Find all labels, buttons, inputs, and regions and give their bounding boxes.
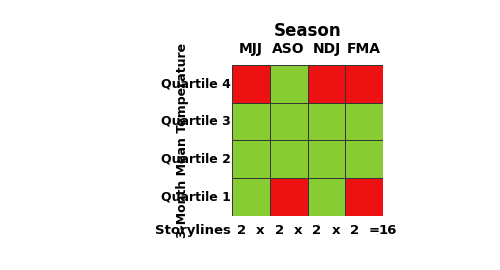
Text: ASO: ASO: [272, 42, 305, 56]
Bar: [232, 140, 270, 178]
Text: 2: 2: [274, 224, 283, 237]
Bar: [346, 103, 383, 140]
Text: Quartile 3: Quartile 3: [160, 115, 230, 128]
Bar: [270, 178, 308, 216]
Text: Quartile 4: Quartile 4: [160, 77, 230, 90]
Bar: [270, 103, 308, 140]
Bar: [308, 103, 346, 140]
Bar: [346, 140, 383, 178]
Text: 2: 2: [350, 224, 360, 237]
Text: =: =: [368, 224, 379, 237]
Bar: [270, 140, 308, 178]
Text: 16: 16: [378, 224, 397, 237]
Text: 2: 2: [312, 224, 322, 237]
Text: 3-Month Mean Temperature: 3-Month Mean Temperature: [176, 43, 190, 238]
Text: Quartile 2: Quartile 2: [160, 153, 230, 166]
Text: x: x: [256, 224, 264, 237]
Bar: [232, 103, 270, 140]
Text: MJJ: MJJ: [239, 42, 263, 56]
Text: Quartile 1: Quartile 1: [160, 191, 230, 204]
Bar: [346, 178, 383, 216]
Bar: [308, 178, 346, 216]
Text: FMA: FMA: [347, 42, 381, 56]
Bar: [232, 65, 270, 103]
Text: Season: Season: [274, 22, 342, 40]
Bar: [308, 65, 346, 103]
Text: x: x: [294, 224, 302, 237]
Bar: [270, 65, 308, 103]
Bar: [308, 140, 346, 178]
Text: 2: 2: [237, 224, 246, 237]
Text: x: x: [332, 224, 340, 237]
Bar: [346, 65, 383, 103]
Text: Storylines: Storylines: [154, 224, 230, 237]
Bar: [232, 178, 270, 216]
Text: NDJ: NDJ: [312, 42, 340, 56]
